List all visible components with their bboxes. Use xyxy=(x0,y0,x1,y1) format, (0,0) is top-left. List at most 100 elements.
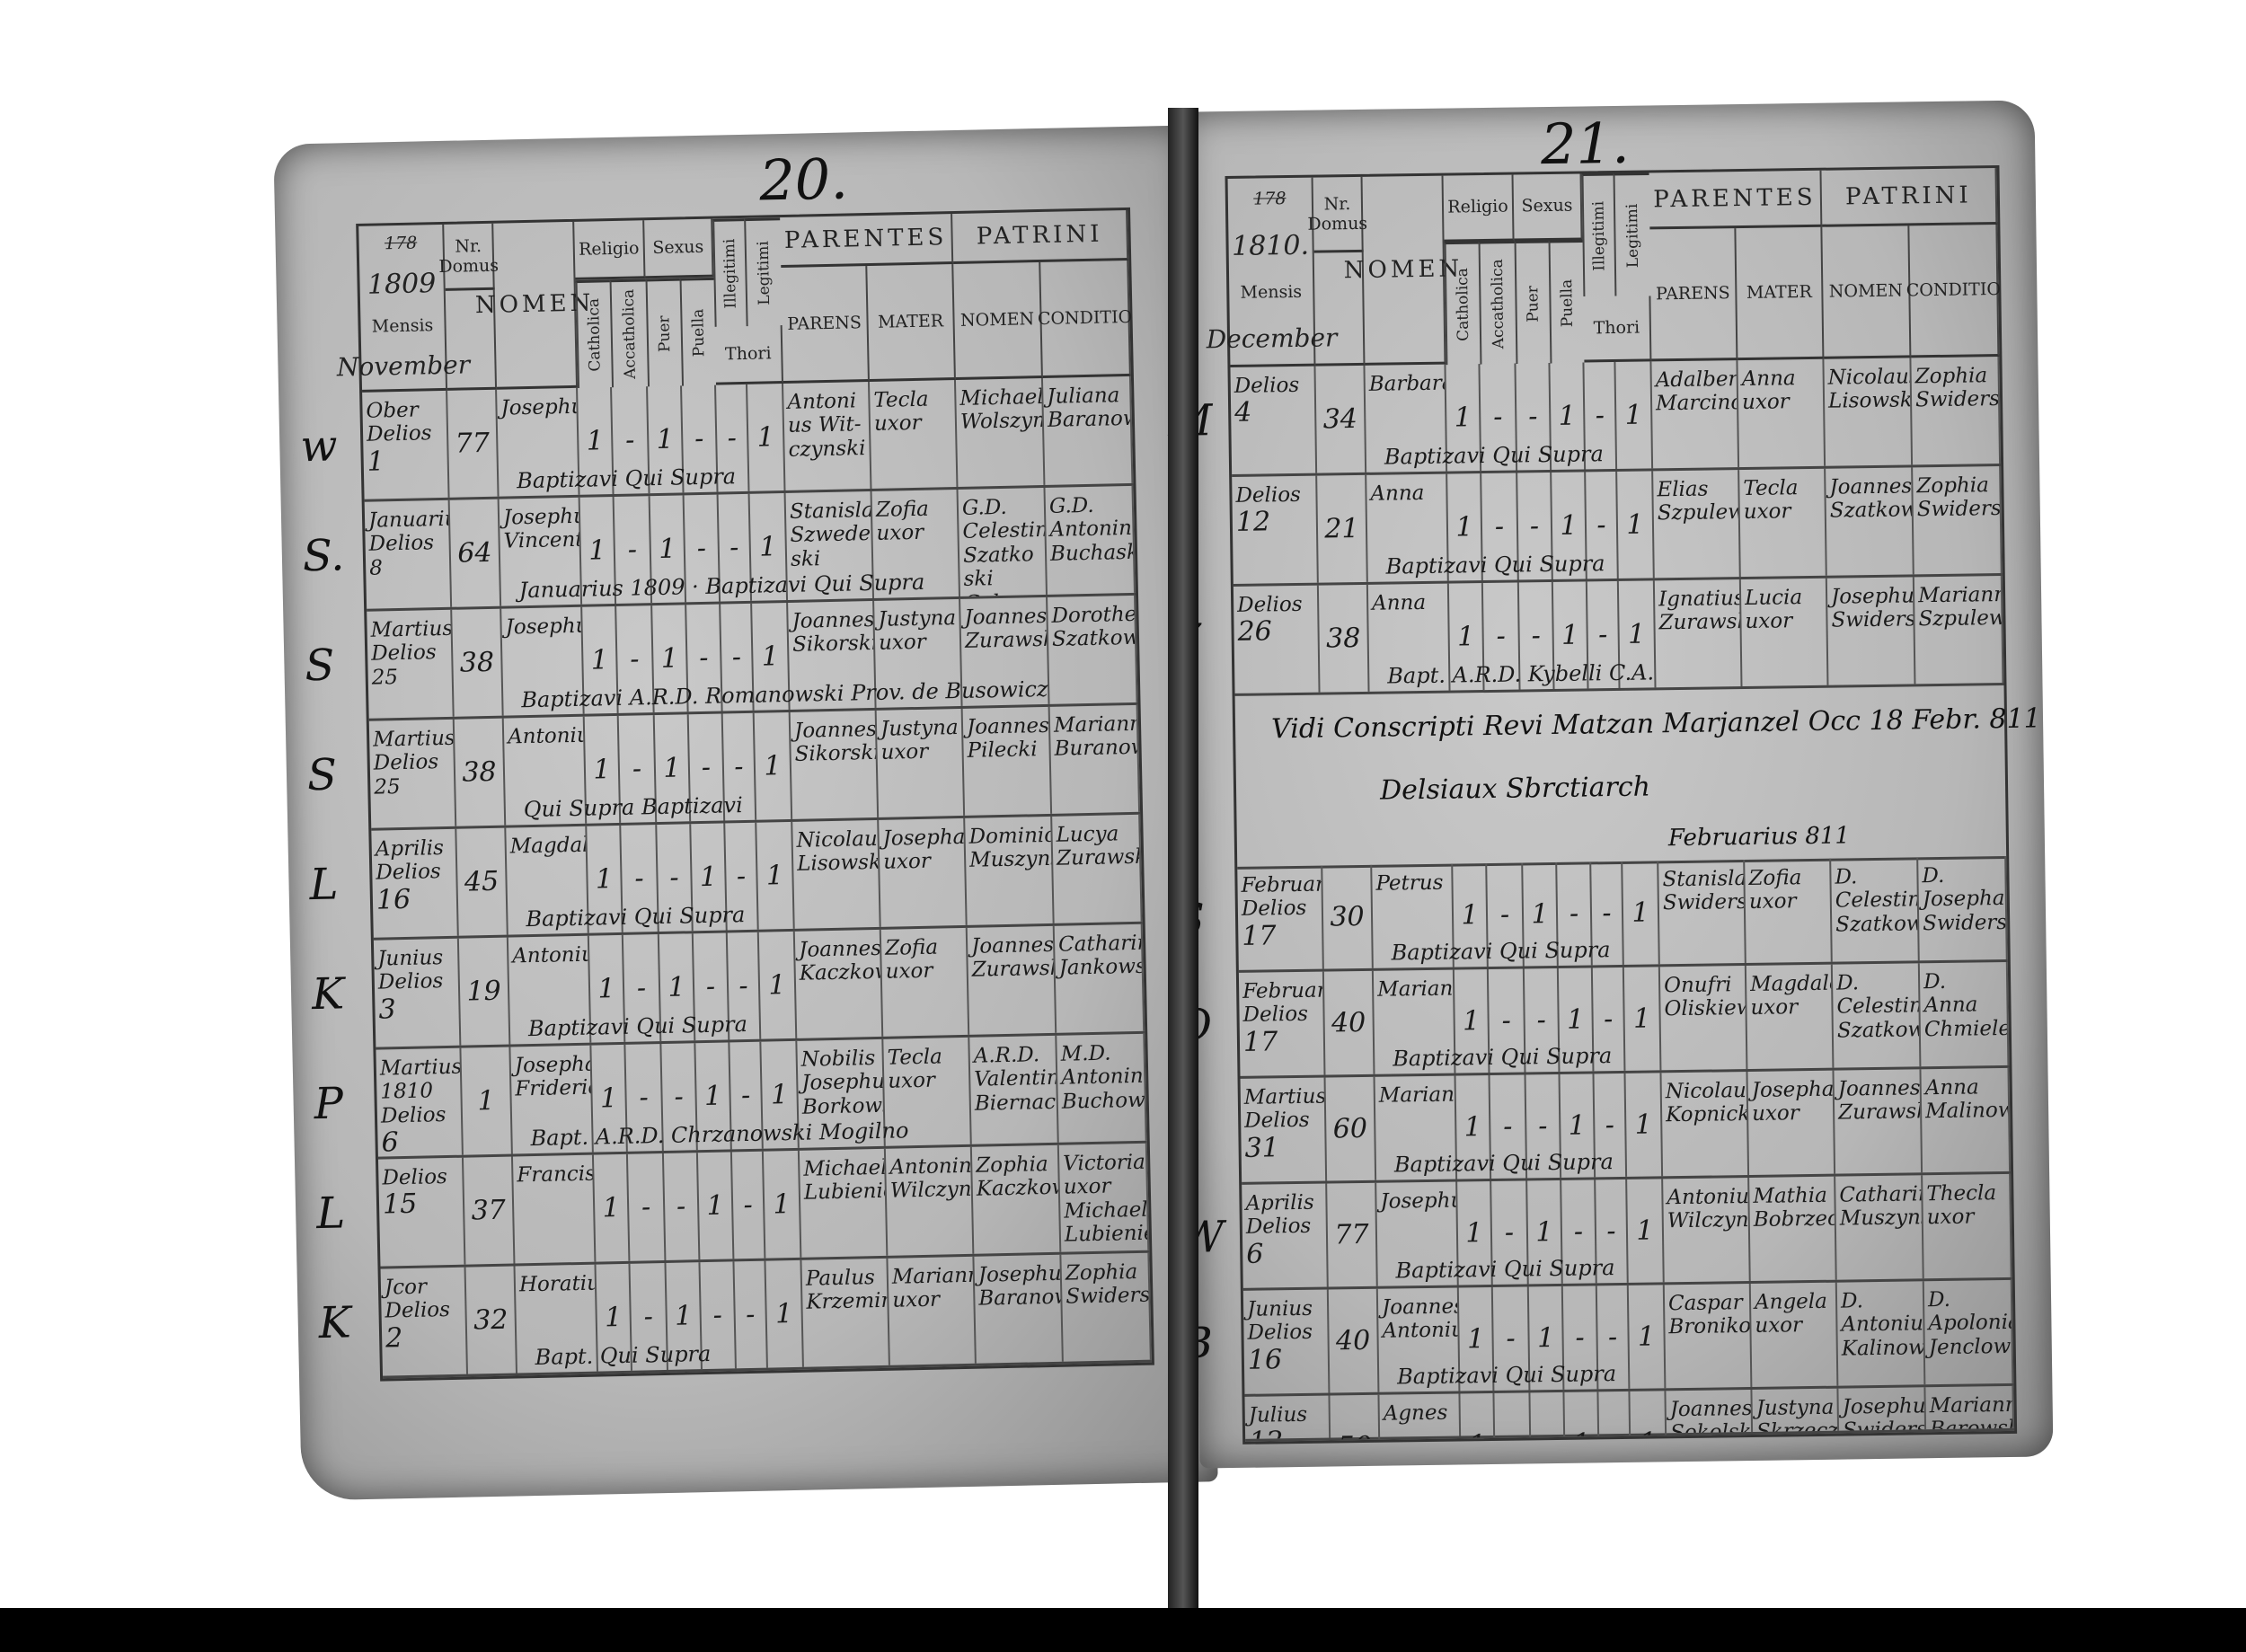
cell-house: 45 xyxy=(456,827,508,936)
cell-month: Januarius Delios 8 xyxy=(364,499,453,609)
cell-l: 1 xyxy=(747,384,786,491)
baptism-note: Baptizavi Qui Supra xyxy=(1384,441,1604,470)
entry-mater: Tecla uxor xyxy=(1743,476,1799,525)
entry-a: - xyxy=(1501,1004,1511,1038)
cell-l: 1 xyxy=(1627,1179,1665,1283)
entry-parens: Stanislaus Szweder ski xyxy=(789,498,875,571)
entry-pn: Josephus Swiderski xyxy=(1830,584,1916,633)
entry-g: - xyxy=(1573,1215,1584,1249)
cell-pn: Michael Wolszym xyxy=(955,377,1046,487)
cell-l: 1 xyxy=(1630,1391,1667,1436)
cell-parens: Nicolaus Kopnicki xyxy=(1661,1072,1750,1177)
cell-mater: Angela uxor xyxy=(1750,1282,1839,1387)
entry-i: - xyxy=(738,969,748,1002)
page-number: 20. xyxy=(758,146,849,214)
cell-house: 30 xyxy=(1322,864,1374,969)
entry-mater: Anna uxor xyxy=(1741,367,1796,415)
entry-i: - xyxy=(733,750,744,782)
entry-a: - xyxy=(639,1082,650,1114)
cell-pc: Thecla uxor xyxy=(1923,1173,2012,1279)
entry-parens: Elias Szpulewicz xyxy=(1657,477,1741,526)
cell-pc: G.D. Antonina Buchaska xyxy=(1045,485,1136,595)
entry-a: - xyxy=(1506,1322,1516,1356)
year-struck: 178 xyxy=(384,233,418,254)
annotation-line: Vidi Conscripti Revi Matzan Marjanzel Oc… xyxy=(1270,702,2041,746)
entry-mater: Justyna uxor xyxy=(878,606,957,656)
entry-pc: Anna Malinowska xyxy=(1924,1075,2012,1124)
entry-parens: Joannes Sokolski xyxy=(1669,1396,1754,1434)
entry-g: - xyxy=(701,751,712,783)
entry-day: 31 xyxy=(1244,1132,1280,1164)
register-row: Julius12 50 Agnes 1 - - 1 - 1 Joannes SokolskiJus… xyxy=(1244,1385,2015,1442)
annotation-block: Vidi Conscripti Revi Matzan Marjanzel Oc… xyxy=(1234,685,2041,870)
cell-month: Delios 26 xyxy=(1233,585,1321,693)
entry-mater: Mathia Bobrzecki xyxy=(1753,1183,1837,1232)
entry-p: - xyxy=(669,861,679,894)
register-table: 178 1809 Mensis November Nr. Domus NOMEN Relig… xyxy=(300,207,1154,1382)
cell-parens: Caspar Bronikowski xyxy=(1664,1283,1753,1389)
entry-parens: Ignatius Zurawski xyxy=(1658,587,1743,635)
entry-mater: Josepha uxor xyxy=(1751,1077,1835,1126)
cell-parens: Ignatius Zurawski xyxy=(1654,579,1743,688)
entry-i: - xyxy=(1602,897,1612,930)
entry-pc: Dorothea Szatkowska xyxy=(1051,602,1138,652)
cell-g: 1 xyxy=(697,1152,735,1260)
cell-pn: A.R.D. Valentinus Biernacki xyxy=(969,1035,1059,1144)
entry-mater: Lucia uxor xyxy=(1744,586,1803,634)
entry-house: 40 xyxy=(1331,1007,1366,1039)
entry-month: Junius Delios xyxy=(1246,1296,1313,1346)
entry-p: 1 xyxy=(663,752,681,784)
entry-month: Delios xyxy=(382,1165,448,1190)
cell-month: Delios 15 xyxy=(377,1157,466,1267)
entry-i: - xyxy=(1609,1427,1619,1436)
entry-month: Aprilis Delios xyxy=(1245,1190,1314,1240)
cell-c: 1 xyxy=(593,1153,631,1262)
entry-house: 64 xyxy=(456,536,492,570)
register-row: Martius 1810 Delios 6 1 Josepha Friderica 1-… xyxy=(376,1033,1147,1160)
cell-pc: Zophia Swiderska xyxy=(1061,1252,1152,1362)
entry-house: 32 xyxy=(473,1303,508,1337)
cell-house: 32 xyxy=(465,1266,518,1374)
cell-pn: Zophia Kaczkowska xyxy=(971,1144,1062,1254)
book-spine xyxy=(1168,108,1198,1608)
entry-parens: Nobilis Josephus Borkowski xyxy=(800,1047,886,1119)
entry-name: Petrus xyxy=(1375,870,1444,896)
cell-l: 1 xyxy=(1625,1073,1664,1177)
entry-parens: Stanislaus Swiderski xyxy=(1662,866,1746,915)
entry-g: 1 xyxy=(1572,1428,1590,1436)
entry-parens: Michael Lubieniecki xyxy=(803,1155,889,1206)
entry-pn: Joannes Zurawski xyxy=(1837,1076,1923,1126)
illegitimi-header-label: Illegitimi xyxy=(1589,200,1609,272)
entry-month: Martius Delios 25 xyxy=(370,616,454,690)
entry-i: - xyxy=(745,1298,756,1330)
entry-l: 1 xyxy=(1632,1003,1651,1036)
patrini-nomen-header-label: NOMEN xyxy=(1828,280,1904,302)
entry-month: Februar Delios xyxy=(1241,872,1324,922)
thori-header-label: Thori xyxy=(1593,317,1640,339)
puella-header-label: Puella xyxy=(1558,278,1577,327)
sexus-header: Sexus xyxy=(1513,173,1583,242)
register-row: Delios 26 38 Anna 1- -1-1 Ignatius Zurawski Luc… xyxy=(1233,575,2004,696)
baptism-note: Baptizavi Qui Supra xyxy=(1393,1149,1614,1178)
cell-pc: Marianna Buranowska xyxy=(1049,704,1141,814)
entry-l: 1 xyxy=(770,1078,789,1111)
patrini-conditio-header-label: CONDITIO xyxy=(1037,306,1133,329)
register-row: Aprilis Delios 16 45 Magdalena 1- -1-1 Nicolau… xyxy=(371,814,1143,941)
entry-parens: Joannes Kaczkowski xyxy=(798,936,884,986)
cell-mater: Zofia uxor xyxy=(880,927,970,1037)
entry-g: - xyxy=(712,1299,723,1331)
entry-l: 1 xyxy=(1639,1427,1657,1436)
cell-mater: Marianna uxor xyxy=(888,1256,977,1365)
entry-day: 17 xyxy=(1242,920,1277,952)
cell-i: - xyxy=(734,1260,768,1369)
religio-header-label: Religio xyxy=(578,238,640,260)
entry-a: - xyxy=(1492,401,1503,433)
puer-header-label: Puer xyxy=(655,314,675,352)
entry-pc: Marianna Szpulewska xyxy=(1917,582,2004,632)
legitimi-header: Legitimi xyxy=(744,217,783,327)
nr-domus-header-label: Nr. Domus xyxy=(438,235,500,277)
entry-p: - xyxy=(1543,1428,1552,1436)
catholica-header-label: Catholica xyxy=(1453,267,1473,341)
entry-p: - xyxy=(674,1081,685,1113)
entry-name: Francisca xyxy=(517,1162,597,1188)
